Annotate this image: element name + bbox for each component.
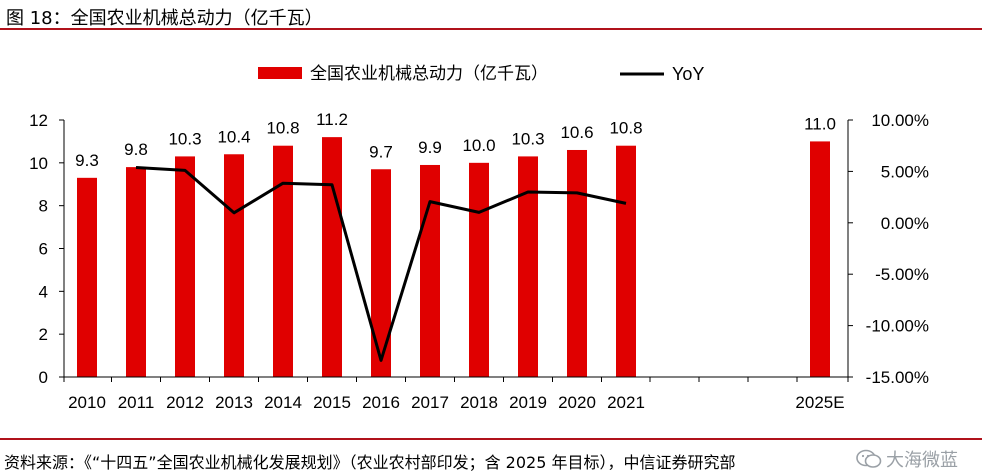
legend-line-label: YoY <box>672 64 704 84</box>
bar-2014 <box>273 145 293 377</box>
bar-label-2018: 10.0 <box>462 136 495 155</box>
bar-label-2016: 9.7 <box>369 142 393 161</box>
x-tick-label-2020: 2020 <box>558 393 596 412</box>
yoy-line-series <box>135 166 627 362</box>
x-tick-label-2021: 2021 <box>607 393 645 412</box>
bar-2013 <box>224 154 244 377</box>
source-note: 资料来源：《“十四五”全国农业机械化发展规划》（农业农村部印发；含 2025 年… <box>4 453 736 472</box>
y-left-tick-label: 6 <box>39 240 48 259</box>
bar-2020 <box>567 149 587 377</box>
bar-2021 <box>616 145 636 377</box>
y-right-tick-label: -15.00% <box>866 368 929 387</box>
y-left-tick-label: 12 <box>29 111 48 130</box>
y-left-tick-label: 0 <box>39 368 48 387</box>
bar-2012 <box>175 156 195 377</box>
legend-bar-label: 全国农业机械总动力（亿千瓦） <box>310 64 548 83</box>
bar-label-2025E: 11.0 <box>804 114 836 133</box>
x-tick-label-2011: 2011 <box>118 393 155 412</box>
bar-series <box>77 137 830 377</box>
x-tick-label-2013: 2013 <box>215 393 253 412</box>
figure-footer: 资料来源：《“十四五”全国农业机械化发展规划》（农业农村部印发；含 2025 年… <box>0 438 982 476</box>
x-tick-label-2015: 2015 <box>313 393 351 412</box>
bar-label-2013: 10.4 <box>217 127 250 146</box>
x-tick-label-2018: 2018 <box>460 393 498 412</box>
bar-2018 <box>469 162 489 377</box>
bar-data-labels: 9.3 9.8 10.3 10.4 10.8 11.2 9.7 9.9 10.0 10.3 10.6… <box>75 110 836 170</box>
figure-header: 图 18：全国农业机械总动力（亿千瓦） <box>0 0 982 30</box>
bar-label-2010: 9.3 <box>75 151 99 170</box>
bar-label-2020: 10.6 <box>560 123 593 142</box>
x-tick-label-2016: 2016 <box>362 393 400 412</box>
bar-label-2011: 9.8 <box>124 140 148 159</box>
x-tick-label-2014: 2014 <box>264 393 302 412</box>
y-left-tick-label: 2 <box>39 325 48 344</box>
watermark-text: 大海微蓝 <box>886 450 958 471</box>
x-tick-label-2012: 2012 <box>166 393 204 412</box>
x-tick-label-2025E: 2025E <box>795 393 844 412</box>
y-left-tick-label: 10 <box>29 154 48 173</box>
y-right-tick-label: 5.00% <box>881 162 929 181</box>
chart-legend: 全国农业机械总动力（亿千瓦） YoY <box>258 64 704 84</box>
y-left-tick-label: 4 <box>39 282 48 301</box>
bar-label-2017: 9.9 <box>418 138 442 157</box>
legend-bar-swatch <box>258 67 302 79</box>
x-tick-label-2017: 2017 <box>411 393 449 412</box>
bar-2016 <box>371 169 391 377</box>
y-left-tick-label: 8 <box>39 197 48 216</box>
bar-2017 <box>420 164 440 377</box>
figure-title: 图 18：全国农业机械总动力（亿千瓦） <box>6 8 323 29</box>
y-right-tick-label: 0.00% <box>881 214 929 233</box>
bar-label-2021: 10.8 <box>609 119 642 138</box>
y-right-tick-label: -10.00% <box>866 317 929 336</box>
bar-2011 <box>126 167 146 377</box>
watermark: 大海微蓝 <box>856 446 958 472</box>
bar-label-2014: 10.8 <box>266 119 299 138</box>
bar-2010 <box>77 177 97 377</box>
chart-axes: 0 2 4 6 8 10 12 -15.00% -10.00% -5.00% 0.00% 5.00% 1… <box>29 111 929 412</box>
bar-2025E <box>810 141 830 377</box>
chart: 全国农业机械总动力（亿千瓦） YoY 9.3 9.8 10.3 10.4 10.8 11.2… <box>29 64 929 412</box>
bar-label-2019: 10.3 <box>511 129 544 148</box>
x-tick-label-2010: 2010 <box>68 393 106 412</box>
y-right-tick-label: 10.00% <box>871 111 929 130</box>
bar-2015 <box>322 137 342 377</box>
y-right-tick-label: -5.00% <box>875 265 929 284</box>
bar-2019 <box>518 156 538 377</box>
x-tick-label-2019: 2019 <box>509 393 547 412</box>
bar-label-2015: 11.2 <box>316 110 348 129</box>
bar-label-2012: 10.3 <box>168 129 201 148</box>
wechat-icon <box>856 449 882 468</box>
